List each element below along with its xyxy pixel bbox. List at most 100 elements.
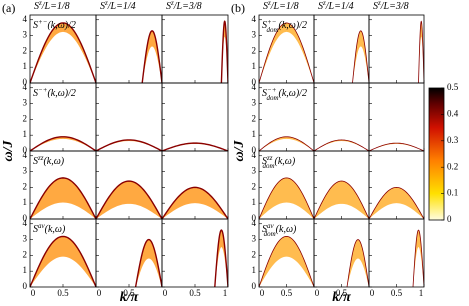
y-tick-label: 1 xyxy=(252,61,257,71)
row-label-symbol: S xyxy=(33,88,38,99)
column-title-rest: /L=1/4 xyxy=(325,1,354,12)
y-tick-label: 0 xyxy=(252,145,257,155)
spectral-band xyxy=(96,181,162,219)
y-tick-label: 3 xyxy=(23,166,28,176)
column-title-sup: z xyxy=(377,0,381,7)
spectral-band xyxy=(30,136,96,151)
y-tick-label: 1 xyxy=(252,197,257,207)
spectral-map xyxy=(369,186,424,219)
row-label-sup: av xyxy=(267,222,275,230)
x-tick-label: 1 xyxy=(223,288,228,298)
column-title-rest: /L=3/8 xyxy=(380,1,409,12)
colorbar-tick-label: 0 xyxy=(447,214,452,224)
spectral-edge xyxy=(220,20,228,83)
x-tick-label: 0.5 xyxy=(281,288,293,298)
spectral-band xyxy=(259,236,314,287)
row-label: Sav(k,ω) xyxy=(33,222,66,236)
spectral-edge xyxy=(162,186,228,219)
spectral-edge xyxy=(418,20,424,83)
x-tick-label: 0.5 xyxy=(123,288,135,298)
x-tick-label: 0.5 xyxy=(57,288,69,298)
column-title: Sz/L=3/8 xyxy=(166,0,202,12)
row-label-sup: +− xyxy=(38,18,48,26)
spectral-band xyxy=(259,22,314,83)
spectral-edge xyxy=(346,239,369,287)
spectral-edge xyxy=(30,177,96,219)
spectral-map xyxy=(162,186,228,219)
column-title-symbol: S xyxy=(373,1,378,12)
column-title-sup: z xyxy=(38,0,42,7)
spectral-map xyxy=(141,30,162,83)
row-label-sup: +− xyxy=(267,18,277,26)
spectral-map xyxy=(412,229,424,287)
column-title: Sz/L=3/8 xyxy=(373,0,409,12)
column-title-symbol: S xyxy=(166,1,171,12)
spectral-band xyxy=(135,239,162,287)
y-tick-label: 3 xyxy=(252,234,257,244)
column-title-sup: z xyxy=(170,0,174,7)
colorbar-tick-label: 0.2 xyxy=(447,161,458,171)
y-tick-label: 4 xyxy=(23,150,28,160)
row-label-symbol: S xyxy=(262,224,267,235)
spectral-edge xyxy=(259,177,314,219)
spectral-map xyxy=(214,229,228,287)
spectral-band xyxy=(352,30,369,83)
row-label: S−+(k,ω)/2 xyxy=(33,86,76,100)
y-tick-label: 3 xyxy=(23,234,28,244)
row-label-symbol: S xyxy=(262,20,267,31)
spectral-edge xyxy=(30,235,96,287)
y-tick-label: 2 xyxy=(252,113,257,123)
row-label-symbol: S xyxy=(33,224,38,235)
spectral-band xyxy=(162,187,228,219)
spectral-map xyxy=(259,22,314,83)
y-tick-label: 0 xyxy=(23,213,28,223)
y-tick-label: 0 xyxy=(252,281,257,291)
spectral-band xyxy=(369,187,424,219)
x-tick-label: 0 xyxy=(260,288,265,298)
x-tick-label: 0.5 xyxy=(189,288,201,298)
y-tick-label: 3 xyxy=(252,166,257,176)
spectral-edge xyxy=(214,229,228,287)
y-tick-label: 2 xyxy=(252,45,257,55)
y-tick-label: 1 xyxy=(23,197,28,207)
subplot-frame xyxy=(368,14,425,84)
subplot-frame xyxy=(313,14,370,84)
spectral-map xyxy=(314,180,369,219)
row-label-sup: zz xyxy=(266,154,273,162)
spectral-edge xyxy=(96,139,162,151)
panel-label: (b) xyxy=(231,1,245,15)
x-tick-label: 0 xyxy=(31,288,36,298)
y-tick-label: 0 xyxy=(23,281,28,291)
row-label-sup: av xyxy=(38,222,46,230)
spectral-map xyxy=(134,238,162,287)
y-axis-label: ω/J xyxy=(1,139,16,161)
y-tick-label: 3 xyxy=(252,30,257,40)
row-label-sub: dom xyxy=(264,230,276,238)
y-tick-label: 4 xyxy=(252,82,257,92)
y-tick-label: 4 xyxy=(23,218,28,228)
column-title-rest: /L=1/8 xyxy=(41,1,70,12)
spectral-band xyxy=(30,236,96,287)
column-title-symbol: S xyxy=(263,1,268,12)
subplot-frame xyxy=(161,14,229,84)
spectral-map xyxy=(259,235,314,287)
spectral-band xyxy=(314,181,369,219)
y-tick-label: 4 xyxy=(252,150,257,160)
y-tick-label: 0 xyxy=(23,145,28,155)
spectral-map xyxy=(220,20,228,83)
y-tick-label: 4 xyxy=(23,82,28,92)
y-tick-label: 2 xyxy=(23,45,28,55)
spectral-map xyxy=(259,177,314,219)
column-title-rest: /L=3/8 xyxy=(173,1,202,12)
row-label-sup: zz xyxy=(37,154,44,162)
y-tick-label: 2 xyxy=(252,181,257,191)
row-label-rest: (k,ω) xyxy=(276,224,297,235)
spectral-edge xyxy=(352,30,369,83)
spectral-edge xyxy=(30,136,96,151)
spectral-map xyxy=(30,22,96,83)
subplot-frame xyxy=(161,82,229,152)
spectral-map xyxy=(314,139,369,151)
x-axis-label: k/π xyxy=(120,290,139,305)
x-tick-label: 0.5 xyxy=(336,288,348,298)
spectral-edge xyxy=(141,30,162,83)
